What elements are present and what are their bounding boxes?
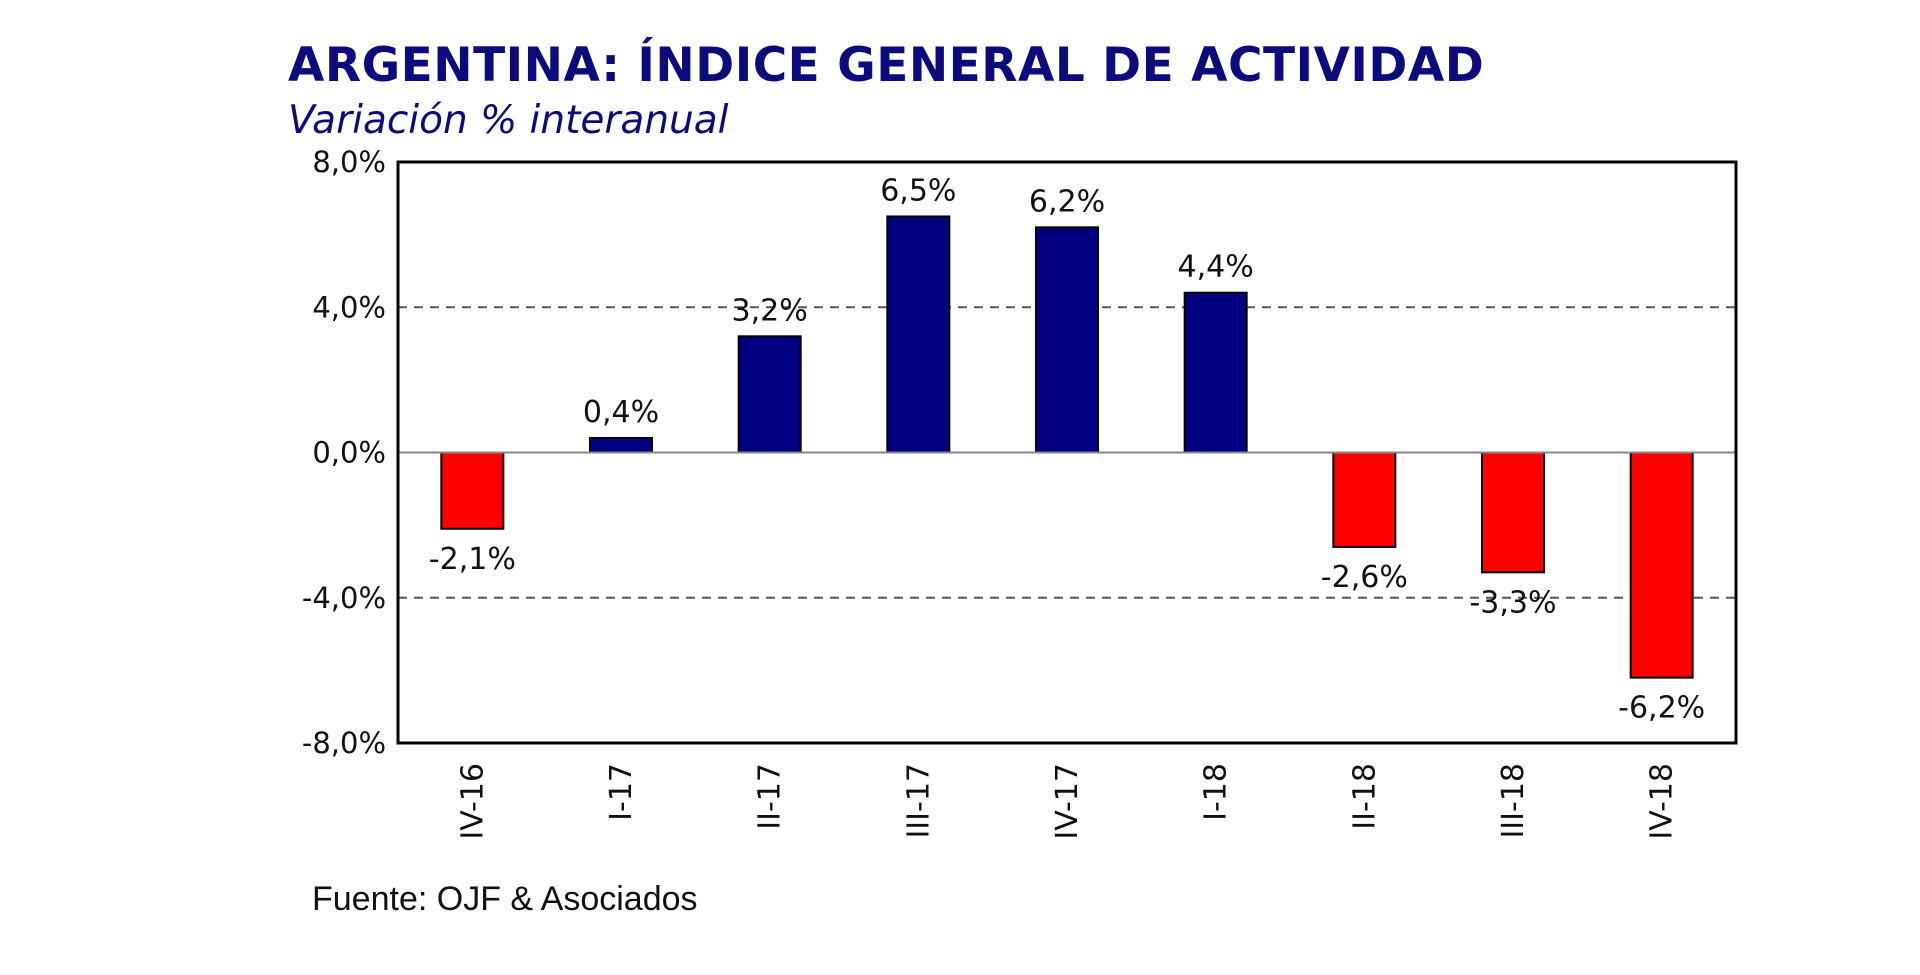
bar [1332, 451, 1397, 548]
x-tick-label: II-17 [753, 763, 788, 830]
x-tick-label: IV-16 [455, 763, 490, 840]
y-tick-label: 0,0% [312, 436, 386, 470]
y-tick-label: -4,0% [302, 581, 386, 615]
data-label: -2,1% [429, 542, 516, 577]
chart-title: ARGENTINA: ÍNDICE GENERAL DE ACTIVIDAD [288, 38, 1485, 93]
bar [1629, 451, 1694, 679]
bar [1481, 451, 1545, 574]
source-note: Fuente: OJF & Asociados [312, 880, 698, 918]
chart-subtitle: Variación % interanual [288, 98, 729, 143]
data-label: -2,6% [1321, 560, 1408, 595]
bar [1183, 291, 1248, 454]
data-label: 6,5% [880, 173, 956, 208]
x-tick-label: IV-18 [1645, 763, 1680, 840]
x-tick-label: II-18 [1347, 763, 1382, 830]
y-tick-label: -8,0% [302, 726, 386, 760]
bar [737, 335, 802, 454]
bar [1035, 226, 1099, 454]
x-tick-label: I-17 [604, 763, 639, 821]
data-label: 3,2% [732, 293, 808, 328]
x-tick-label: III-17 [901, 763, 936, 839]
y-tick-label: 4,0% [312, 290, 386, 324]
x-tick-label: I-18 [1199, 763, 1234, 821]
data-label: -6,2% [1618, 691, 1705, 726]
bar [589, 436, 653, 454]
data-label: 0,4% [583, 395, 659, 430]
bar [440, 451, 505, 530]
y-tick-label: 8,0% [312, 145, 386, 179]
bar [886, 215, 951, 454]
x-tick-label: IV-17 [1050, 763, 1085, 840]
data-label: -3,3% [1469, 585, 1556, 620]
data-label: 6,2% [1029, 184, 1105, 219]
data-label: 4,4% [1178, 250, 1254, 285]
x-tick-label: III-18 [1496, 763, 1531, 839]
plot-area-border [396, 160, 1738, 745]
